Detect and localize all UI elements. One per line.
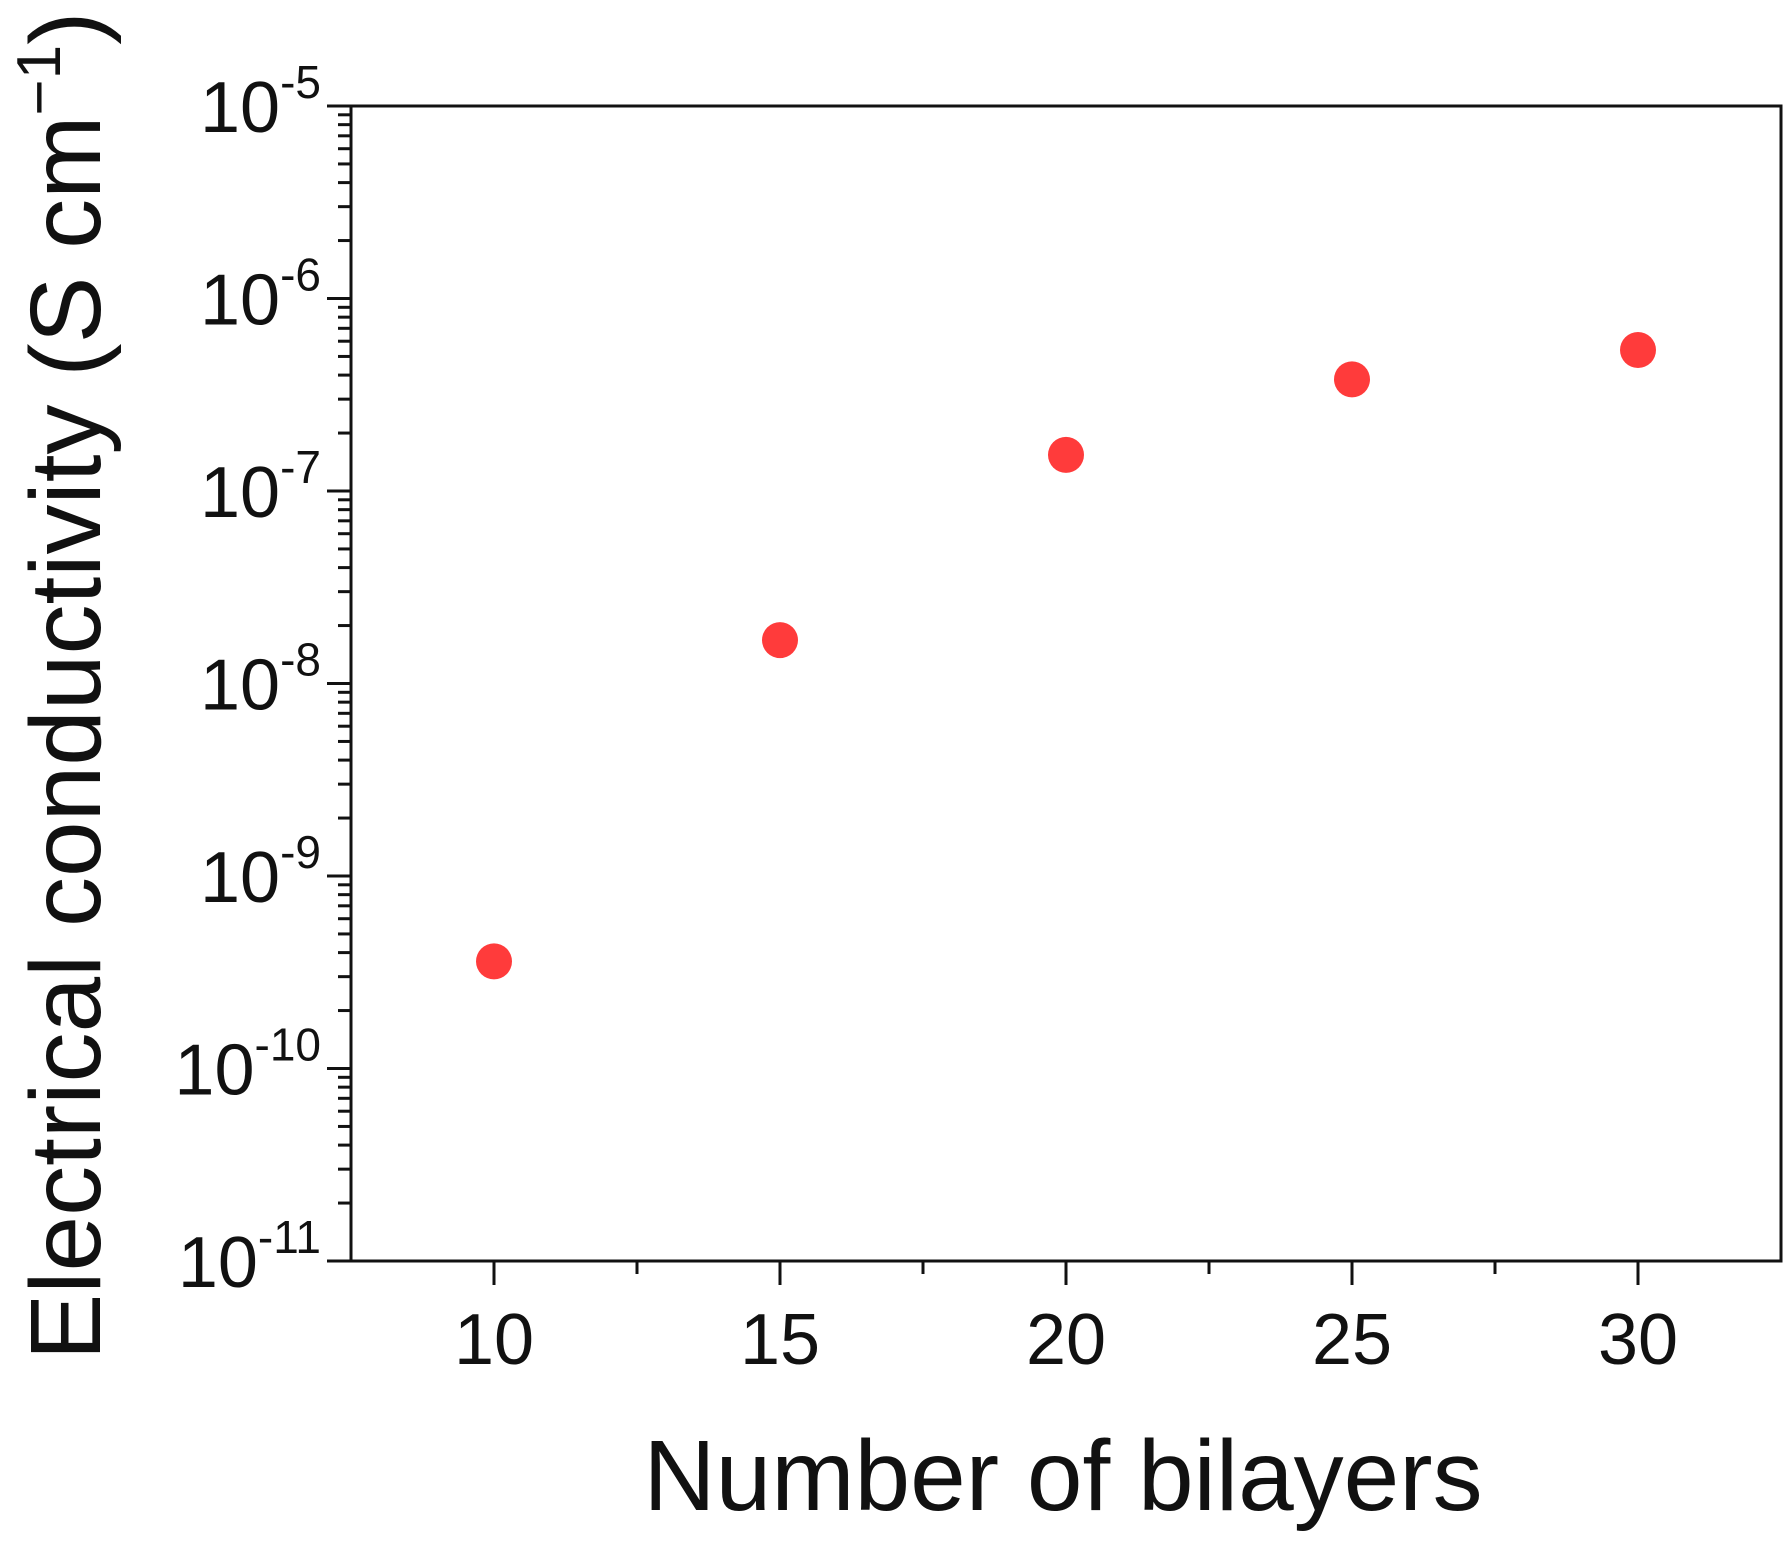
x-tick-label: 30 xyxy=(1598,1300,1678,1380)
y-tick-label: 10-8 xyxy=(200,634,321,726)
y-axis-title-text: Electrical conductivity (S cm xyxy=(10,116,122,1361)
y-axis-title: Electrical conductivity (S cm−1) xyxy=(5,12,122,1361)
data-point xyxy=(1048,436,1084,473)
y-tick-label: 10-10 xyxy=(174,1019,321,1111)
data-point xyxy=(762,622,798,659)
y-tick-label-base: 10 xyxy=(174,1031,254,1111)
x-tick-label: 20 xyxy=(1026,1300,1106,1380)
y-tick-label-base: 10 xyxy=(200,453,280,533)
y-tick-label: 10-11 xyxy=(178,1211,321,1303)
y-axis-title-close: ) xyxy=(10,12,122,45)
y-tick-label: 10-7 xyxy=(200,441,321,533)
y-tick-label-exponent: -8 xyxy=(280,634,321,686)
y-tick-label-base: 10 xyxy=(200,646,280,726)
y-tick-label: 10-9 xyxy=(200,826,321,918)
y-axis-title-superscript: −1 xyxy=(5,45,74,116)
y-tick-label-exponent: -7 xyxy=(280,441,321,493)
y-tick-label-base: 10 xyxy=(200,68,280,148)
y-tick-label: 10-5 xyxy=(200,56,321,148)
y-tick-label: 10-6 xyxy=(200,249,321,341)
x-axis-title: Number of bilayers xyxy=(643,1420,1482,1532)
data-point xyxy=(1620,332,1656,369)
y-tick-label-base: 10 xyxy=(178,1223,258,1303)
y-tick-label-exponent: -11 xyxy=(258,1211,321,1263)
plot-frame xyxy=(349,104,1783,1263)
x-tick-label: 15 xyxy=(740,1300,820,1380)
y-tick-label-exponent: -10 xyxy=(255,1019,321,1071)
x-tick-label: 10 xyxy=(454,1300,534,1380)
y-tick-label-exponent: -6 xyxy=(280,249,321,301)
y-tick-label-base: 10 xyxy=(200,838,280,918)
y-tick-label-exponent: -5 xyxy=(280,56,321,108)
x-tick-label: 25 xyxy=(1312,1300,1392,1380)
data-point xyxy=(1334,361,1370,398)
data-point xyxy=(476,943,512,980)
y-tick-label-base: 10 xyxy=(200,261,280,341)
y-tick-label-exponent: -9 xyxy=(280,826,321,878)
